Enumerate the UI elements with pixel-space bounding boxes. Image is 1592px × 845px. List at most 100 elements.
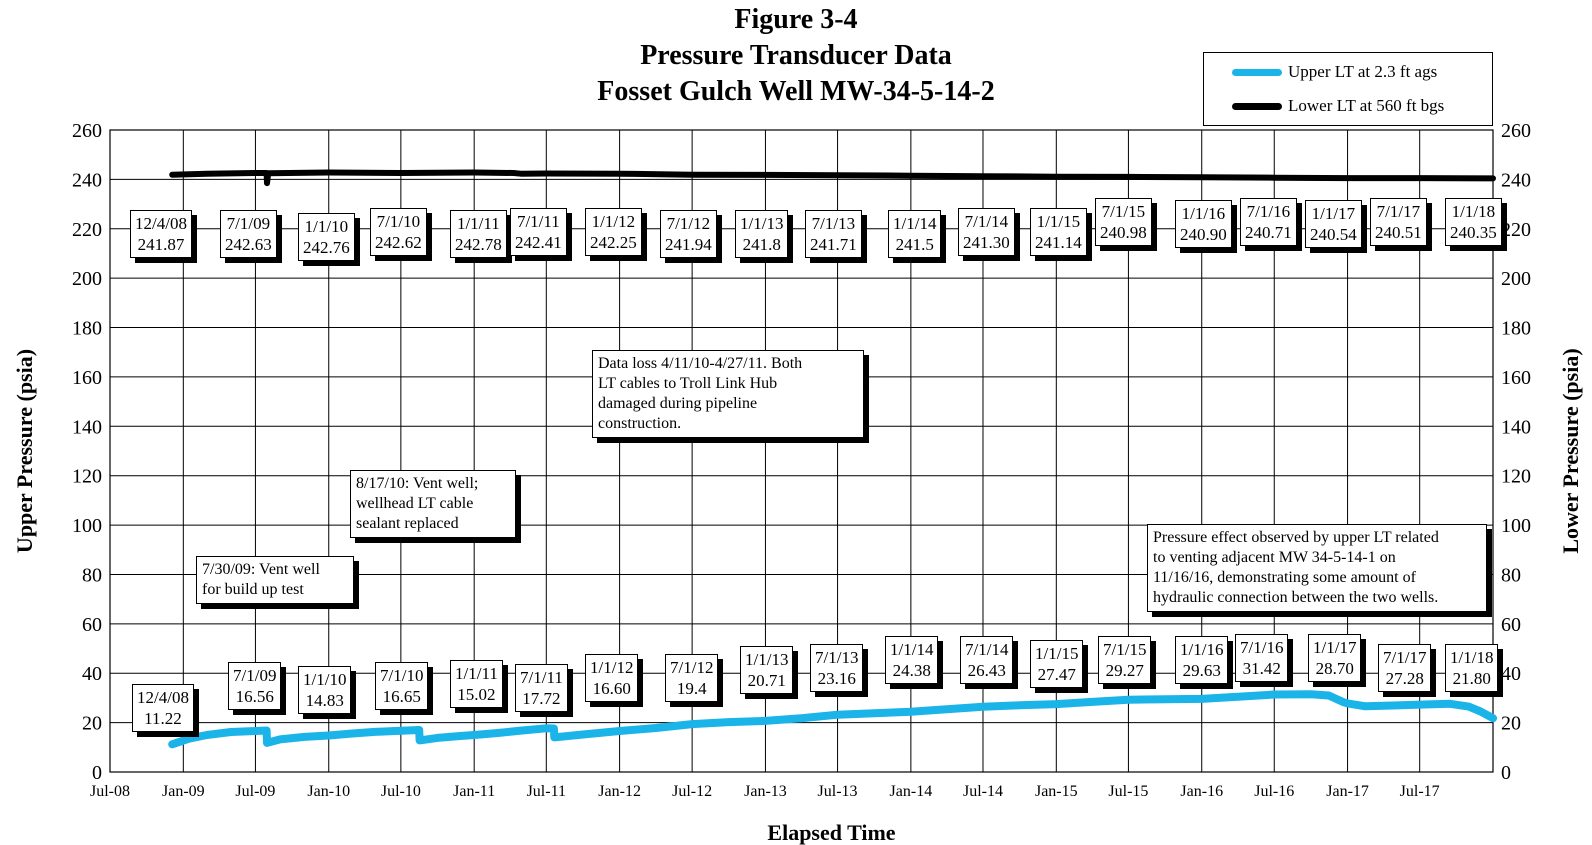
- data-label-upper: 7/1/17 27.28: [1378, 644, 1432, 692]
- data-label-date: 1/1/10: [304, 217, 349, 236]
- x-tick-label: Jul-09: [235, 783, 275, 800]
- data-label-upper: 12/4/08 11.22: [132, 684, 194, 732]
- data-label-upper: 1/1/12 16.60: [585, 654, 639, 702]
- data-label-upper: 1/1/11 15.02: [450, 660, 503, 708]
- data-label-value: 241.8: [742, 235, 781, 254]
- y-tick-label-left: 140: [72, 416, 102, 438]
- x-tick-label: Jul-14: [963, 783, 1003, 800]
- data-label-date: 1/1/10: [303, 670, 347, 689]
- data-label-lower: 1/1/17 240.54: [1305, 200, 1362, 248]
- data-label-value: 240.35: [1450, 223, 1497, 242]
- data-label-date: 7/1/10: [376, 212, 421, 231]
- x-tick-label: Jan-11: [453, 783, 495, 800]
- data-label-lower: 1/1/10 242.76: [298, 213, 355, 261]
- note-line: wellhead LT cable: [356, 495, 474, 512]
- data-label-lower: 7/1/11 242.41: [510, 208, 567, 256]
- data-label-upper: 1/1/16 29.63: [1175, 636, 1229, 684]
- data-label-date: 7/1/14: [965, 640, 1009, 659]
- data-label-value: 17.72: [522, 689, 561, 708]
- data-label-value: 242.76: [303, 238, 350, 257]
- data-label-value: 241.71: [810, 235, 857, 254]
- data-label-date: 1/1/16: [1181, 204, 1226, 223]
- y-tick-label-right: 0: [1501, 762, 1511, 784]
- x-tick-label: Jan-16: [1180, 783, 1223, 800]
- note-line: Pressure effect observed by upper LT rel…: [1153, 529, 1439, 546]
- data-label-lower: 7/1/17 240.51: [1370, 198, 1427, 246]
- x-tick-label: Jul-16: [1254, 783, 1294, 800]
- x-tick-label: Jan-14: [890, 783, 933, 800]
- data-label-value: 240.51: [1375, 223, 1422, 242]
- data-label-lower: 1/1/13 241.8: [735, 210, 789, 258]
- x-tick-label: Jan-09: [162, 783, 205, 800]
- x-tick-label: Jul-10: [381, 783, 421, 800]
- pressure-effect-note: Pressure effect observed by upper LT rel…: [1147, 524, 1487, 612]
- data-label-upper: 7/1/10 16.65: [375, 662, 429, 710]
- data-label-value: 26.43: [967, 661, 1006, 680]
- data-label-value: 242.62: [375, 233, 422, 252]
- data-label-date: 1/1/14: [893, 214, 937, 233]
- x-tick-label: Jul-11: [527, 783, 566, 800]
- data-label-value: 20.71: [747, 671, 786, 690]
- y-tick-label-left: 260: [72, 120, 102, 142]
- data-label-lower: 1/1/18 240.35: [1445, 198, 1502, 246]
- note-line: 8/17/10: Vent well;: [356, 475, 479, 492]
- legend-item-upper: Upper LT at 2.3 ft ags: [1232, 57, 1437, 87]
- y-tick-label-right: 100: [1501, 515, 1531, 537]
- data-label-value: 242.41: [515, 233, 562, 252]
- y-tick-label-right: 180: [1501, 318, 1531, 340]
- note-line: damaged during pipeline: [598, 395, 758, 412]
- x-tick-label: Jul-13: [818, 783, 858, 800]
- x-tick-label: Jan-13: [744, 783, 787, 800]
- data-label-lower: 1/1/16 240.90: [1175, 200, 1232, 248]
- data-label-date: 1/1/18: [1450, 648, 1494, 667]
- y-axis-title-left: Upper Pressure (psia): [12, 349, 37, 553]
- x-tick-label: Jul-17: [1400, 783, 1440, 800]
- note-line: for build up test: [202, 581, 304, 598]
- y-tick-label-left: 200: [72, 268, 102, 290]
- y-tick-label-right: 140: [1501, 416, 1531, 438]
- data-label-date: 1/1/12: [591, 212, 636, 231]
- x-tick-label: Jan-17: [1326, 783, 1369, 800]
- x-tick-label: Jul-12: [672, 783, 712, 800]
- data-label-upper: 7/1/12 19.4: [665, 654, 719, 702]
- data-label-lower: 7/1/09 242.63: [220, 210, 277, 258]
- data-label-upper: 7/1/15 29.27: [1098, 636, 1152, 684]
- data-label-upper: 7/1/09 16.56: [228, 662, 282, 710]
- y-axis-title-right: Lower Pressure (psia): [1558, 348, 1583, 553]
- data-label-date: 7/1/12: [666, 214, 711, 233]
- y-tick-label-left: 20: [82, 713, 102, 735]
- data-label-value: 240.54: [1310, 225, 1357, 244]
- data-label-value: 27.28: [1385, 669, 1424, 688]
- y-tick-label-right: 220: [1501, 219, 1531, 241]
- data-label-date: 7/1/17: [1383, 648, 1427, 667]
- data-label-value: 241.5: [895, 235, 934, 254]
- data-label-date: 1/1/13: [740, 214, 784, 233]
- data-label-lower: 1/1/12 242.25: [585, 208, 642, 256]
- data-label-date: 7/1/14: [964, 212, 1009, 231]
- data-label-date: 1/1/18: [1451, 202, 1496, 221]
- chart-title: Pressure Transducer Data: [640, 40, 952, 71]
- data-label-value: 24.38: [892, 661, 931, 680]
- legend-label-upper: Upper LT at 2.3 ft ags: [1288, 62, 1438, 81]
- data-label-upper: 1/1/14 24.38: [885, 636, 939, 684]
- figure-number: Figure 3-4: [734, 4, 858, 35]
- note-line: sealant replaced: [356, 515, 459, 532]
- x-tick-label: Jul-08: [90, 783, 130, 800]
- data-label-value: 29.63: [1182, 661, 1221, 680]
- data-label-lower: 7/1/16 240.71: [1240, 198, 1297, 246]
- data-label-value: 21.80: [1452, 669, 1491, 688]
- legend-item-lower: Lower LT at 560 ft bgs: [1232, 91, 1444, 121]
- y-tick-label-left: 80: [82, 564, 102, 586]
- data-label-value: 16.56: [235, 687, 274, 706]
- data-label-lower: 1/1/15 241.14: [1030, 208, 1087, 256]
- data-label-value: 241.30: [963, 233, 1010, 252]
- data-label-value: 241.87: [137, 235, 185, 254]
- data-label-date: 7/1/12: [670, 658, 714, 677]
- data-label-upper: 1/1/10 14.83: [298, 666, 352, 714]
- legend-label-lower: Lower LT at 560 ft bgs: [1288, 96, 1445, 115]
- data-label-value: 16.65: [382, 687, 421, 706]
- data-label-date: 1/1/15: [1036, 212, 1081, 231]
- data-label-date: 1/1/17: [1313, 638, 1357, 657]
- data-label-date: 12/4/08: [135, 214, 187, 233]
- legend: Upper LT at 2.3 ft ags Lower LT at 560 f…: [1203, 52, 1493, 126]
